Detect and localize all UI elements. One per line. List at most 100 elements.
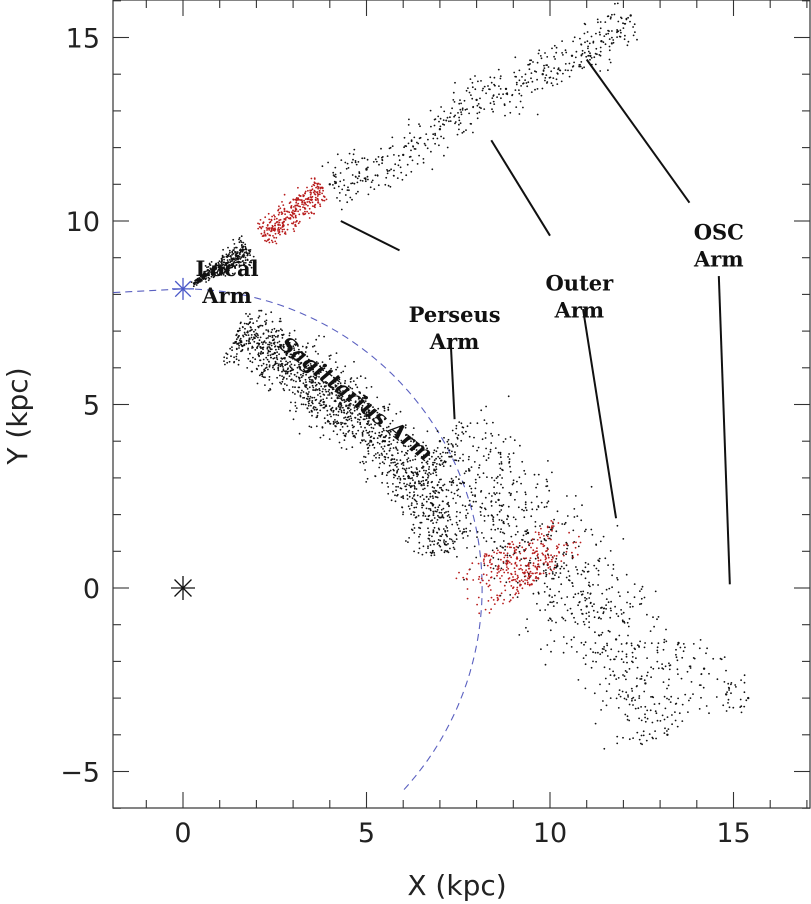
scatter-dot <box>498 594 501 597</box>
scatter-dot <box>471 86 474 89</box>
scatter-dot <box>283 383 286 385</box>
scatter-dot <box>305 384 308 387</box>
scatter-dot <box>277 369 280 372</box>
scatter-dot <box>254 349 257 351</box>
scatter-dot <box>502 440 505 443</box>
scatter-dot <box>442 507 445 510</box>
scatter-dot <box>445 119 448 122</box>
scatter-dot <box>269 335 272 338</box>
scatter-dot <box>228 249 231 252</box>
scatter-dot <box>577 545 580 548</box>
scatter-dot <box>468 91 471 94</box>
scatter-dot <box>272 357 275 360</box>
scatter-dot <box>473 461 476 463</box>
scatter-dot <box>360 416 362 419</box>
scatter-dot <box>436 509 439 511</box>
scatter-dot <box>382 448 384 450</box>
scatter-dot <box>532 592 535 595</box>
scatter-dot <box>512 516 515 519</box>
scatter-dot <box>393 458 396 461</box>
scatter-dot <box>505 581 508 584</box>
scatter-dot <box>436 483 439 486</box>
scatter-dot <box>295 407 298 409</box>
scatter-dot <box>640 706 642 708</box>
arm-label: Outer Arm <box>546 271 615 323</box>
scatter-dot <box>300 392 302 394</box>
scatter-dot <box>668 662 670 665</box>
scatter-dot <box>519 552 522 555</box>
scatter-dot <box>344 365 347 368</box>
scatter-dot <box>544 554 547 557</box>
scatter-dot <box>564 49 567 52</box>
scatter-dot <box>286 350 289 352</box>
scatter-dot <box>291 222 293 225</box>
scatter-dot <box>277 208 280 211</box>
scatter-dot <box>448 120 450 123</box>
scatter-dot <box>249 254 252 257</box>
scatter-dot <box>290 363 293 366</box>
scatter-dot <box>548 489 551 492</box>
scatter-dot <box>244 256 247 259</box>
scatter-dot <box>250 261 253 264</box>
scatter-dot <box>329 382 332 385</box>
scatter-dot <box>565 543 568 545</box>
arm-label-line: Arm <box>429 329 480 354</box>
scatter-dot <box>372 437 375 440</box>
data-point <box>438 128 442 131</box>
scatter-dot <box>323 335 325 338</box>
scatter-dot <box>728 689 730 691</box>
scatter-dot <box>364 469 366 471</box>
scatter-dot <box>583 22 586 25</box>
scatter-dot <box>501 546 504 549</box>
data-point <box>515 557 519 560</box>
arm-label-line: Arm <box>554 298 605 323</box>
scatter-dot <box>281 230 284 233</box>
scatter-dot <box>415 467 418 469</box>
scatter-dot <box>309 191 312 194</box>
scatter-dot <box>525 557 527 560</box>
solar-circle-layer <box>113 288 483 793</box>
scatter-dot <box>496 475 499 478</box>
scatter-dot <box>384 183 387 186</box>
scatter-dot <box>626 715 629 718</box>
scatter-dot <box>599 50 602 53</box>
scatter-dot <box>257 325 259 328</box>
scatter-dot <box>399 410 402 413</box>
scatter-dot <box>522 106 524 109</box>
scatter-dot <box>349 386 352 389</box>
scatter-dot <box>360 426 362 428</box>
scatter-dot <box>504 545 507 548</box>
scatter-dot <box>526 529 529 531</box>
scatter-dot <box>688 699 690 702</box>
scatter-dot <box>562 636 565 638</box>
scatter-dot <box>555 557 558 560</box>
scatter-dot <box>358 171 361 173</box>
scatter-dot <box>492 516 495 519</box>
scatter-dot <box>318 376 320 378</box>
scatter-dot <box>389 422 392 425</box>
scatter-dot <box>422 454 425 457</box>
scatter-dot <box>210 261 213 263</box>
scatter-dot <box>290 369 293 372</box>
scatter-dot <box>322 365 325 368</box>
plot-border <box>112 0 811 809</box>
scatter-dot <box>203 273 205 276</box>
scatter-dot <box>359 461 362 464</box>
scatter-dot <box>530 91 533 93</box>
scatter-dot <box>449 518 452 521</box>
scatter-dot <box>490 432 492 435</box>
scatter-dot <box>572 529 575 532</box>
scatter-dot <box>305 373 307 376</box>
scatter-dot <box>593 616 596 619</box>
scatter-dot <box>226 259 229 261</box>
scatter-dot <box>292 228 295 230</box>
scatter-dot <box>618 634 621 637</box>
scatter-dot <box>461 107 464 110</box>
scatter-dot <box>308 369 311 372</box>
scatter-dot <box>608 587 611 590</box>
scatter-dot <box>459 482 461 484</box>
scatter-dot <box>570 638 573 641</box>
scatter-dot <box>396 436 398 438</box>
scatter-dot <box>304 208 307 210</box>
scatter-dot <box>429 473 432 475</box>
